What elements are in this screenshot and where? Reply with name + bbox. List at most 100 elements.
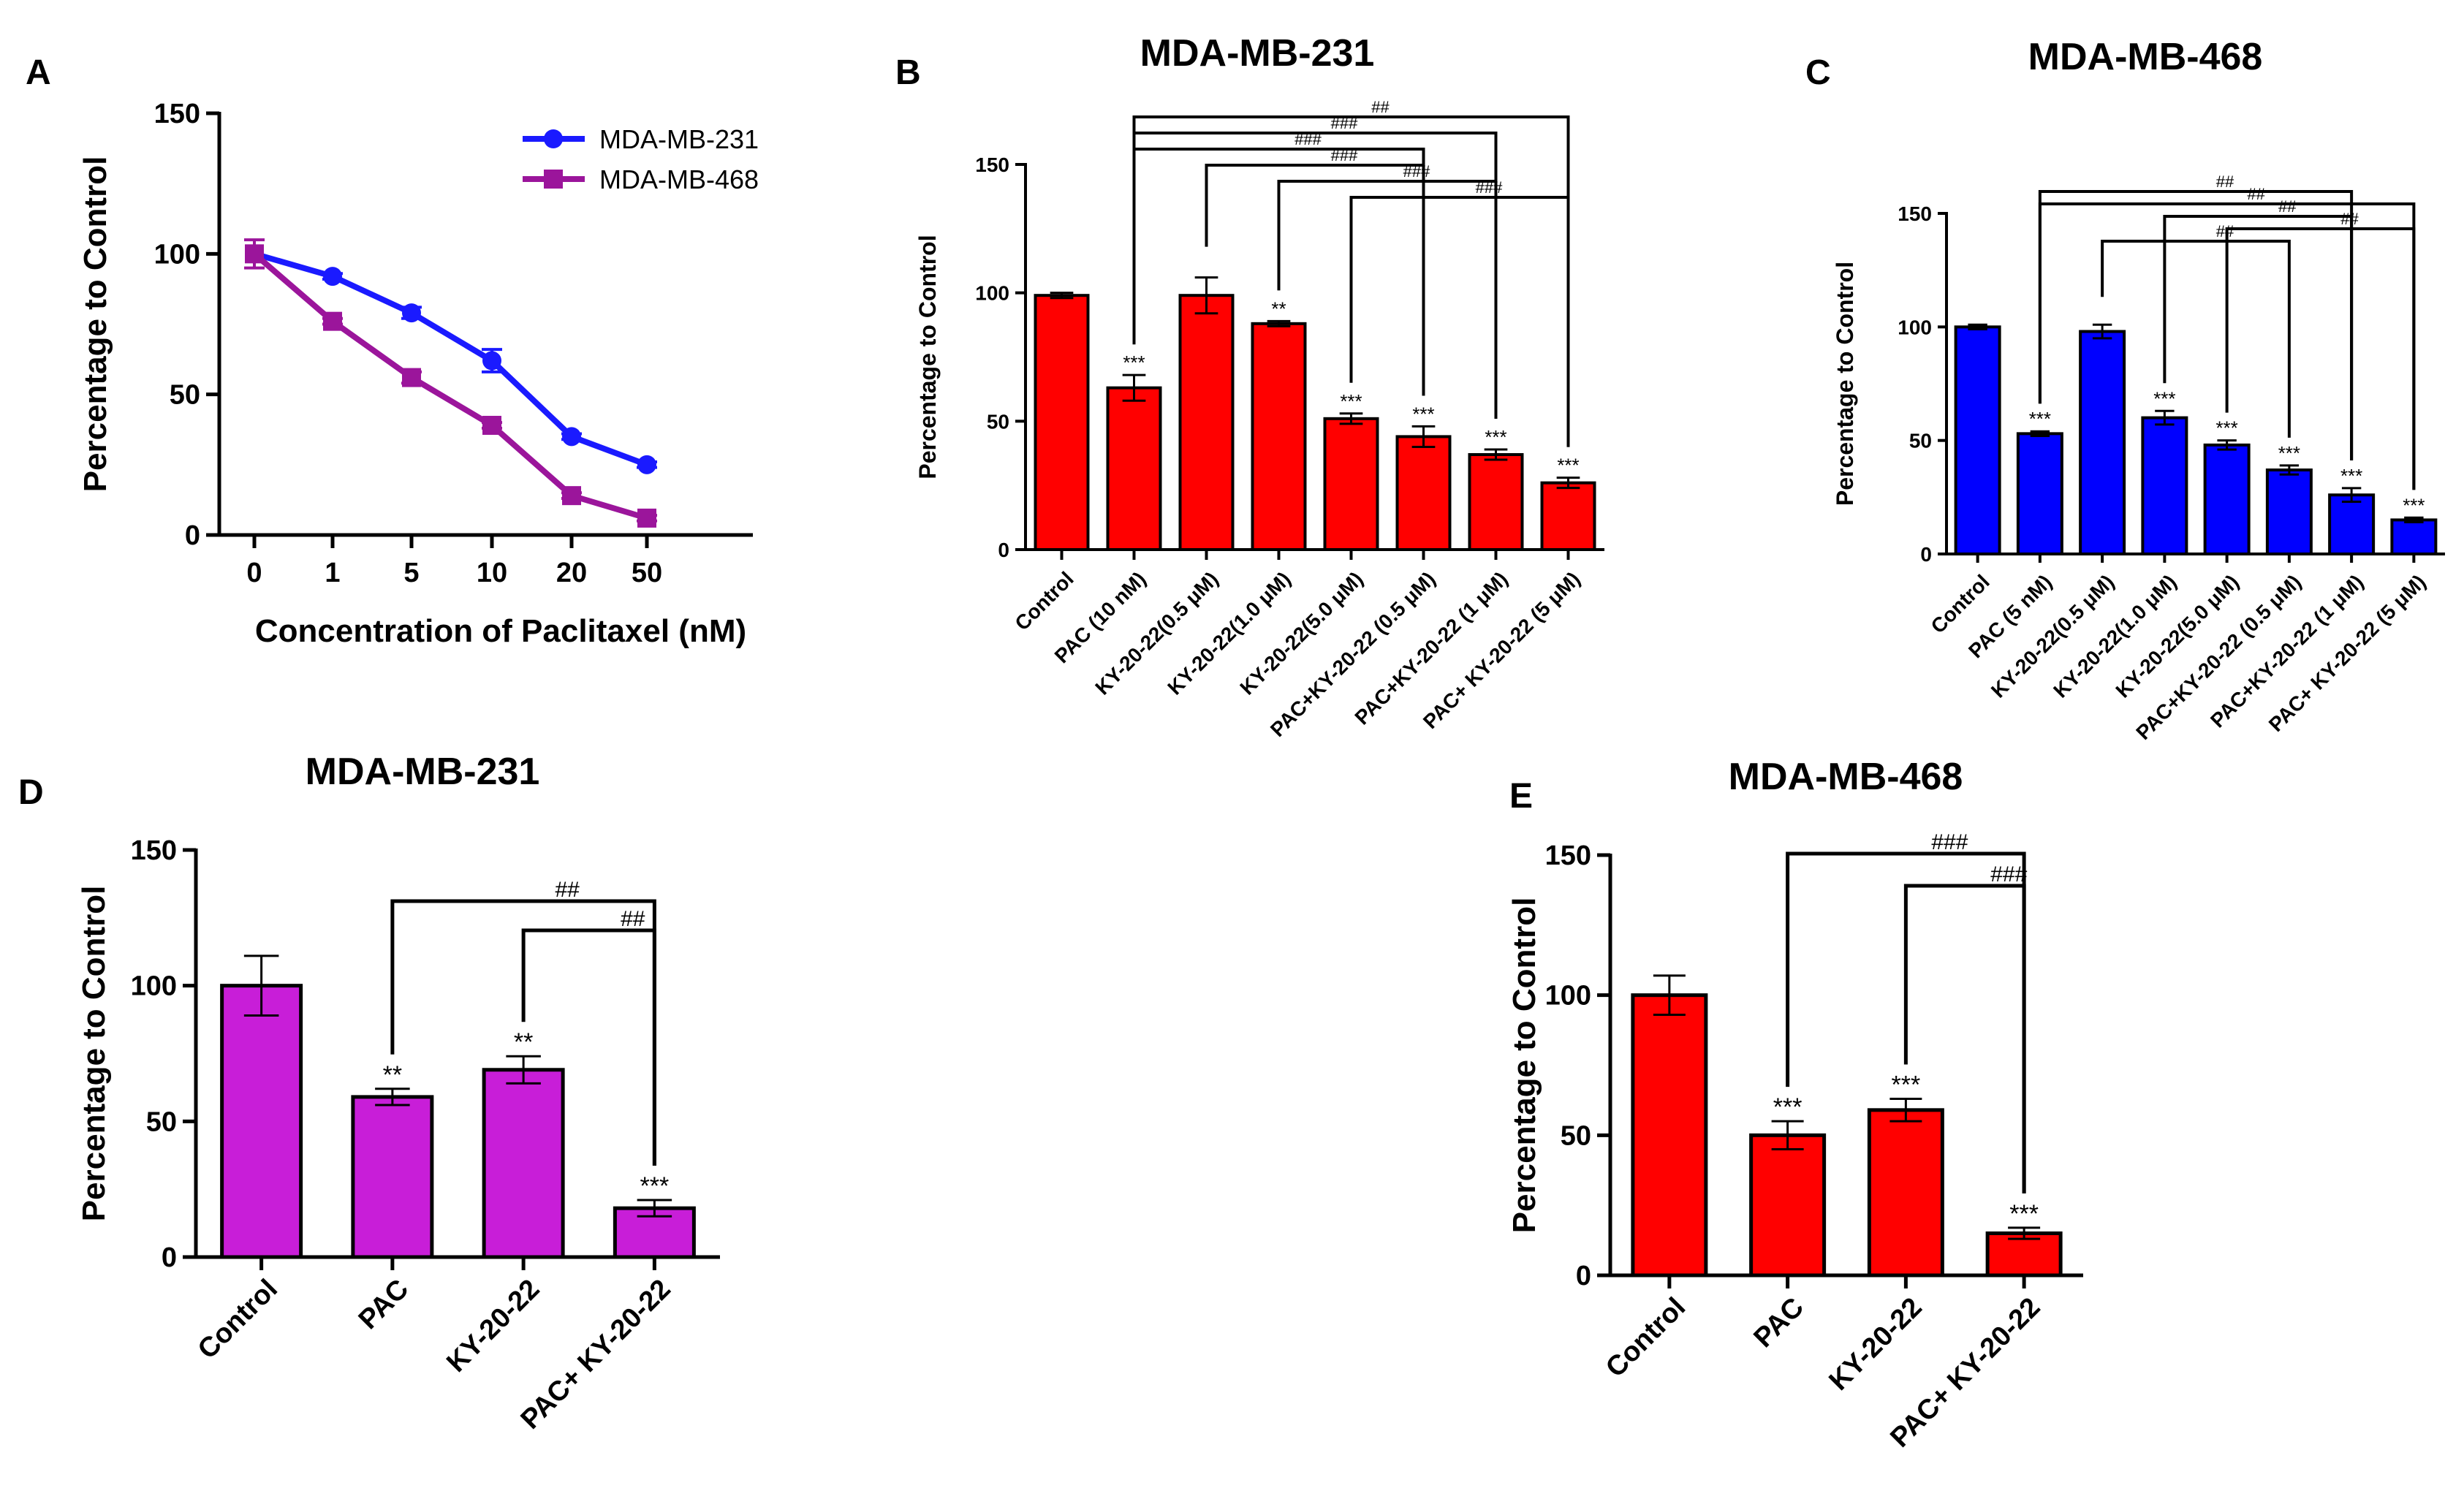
panel-c-significance-label: ***: [2029, 408, 2051, 430]
panel-e-bracket-label: ###: [1931, 830, 1968, 854]
panel-d-bar: [220, 984, 303, 1259]
panel-c-y-tick-label: 100: [1898, 316, 1932, 338]
panel-b-bar: [1178, 294, 1235, 551]
panel-c-bar: [2079, 330, 2126, 555]
panel-a-y-axis-label: Percentage to Control: [77, 156, 113, 493]
panel-b-significance-label: ***: [1412, 403, 1434, 425]
panel-e-bracket-label: ###: [1990, 862, 2027, 887]
panel-e-category-label: KY-20-22: [1824, 1292, 1928, 1397]
panel-c-bracket-label: ##: [2278, 197, 2297, 216]
panel-b-category-label: KY-20-22(1.0 μM): [1163, 567, 1294, 699]
panel-d-bar: [351, 1095, 434, 1259]
panel-e-significance-label: ***: [2009, 1200, 2039, 1228]
panel-a-point: [482, 351, 501, 371]
panel-c-bar: [2265, 468, 2313, 556]
panel-c-y-axis-label: Percentage to Control: [1832, 262, 1858, 506]
panel-b-y-tick-label: 0: [998, 539, 1009, 561]
panel-d-y-tick-label: 50: [146, 1106, 177, 1137]
panel-b-bar: [1106, 386, 1162, 551]
panel-d-y-axis-label: Percentage to Control: [76, 886, 112, 1222]
panel-a-letter: A: [26, 53, 51, 92]
panel-e-title: MDA-MB-468: [1729, 756, 1963, 798]
panel-a-point: [562, 427, 581, 447]
panel-c-significance-label: ***: [2278, 442, 2300, 464]
panel-a-x-tick-label: 20: [556, 558, 587, 588]
panel-c-letter: C: [1805, 53, 1831, 92]
panel-c-bracket-label: ##: [2216, 222, 2234, 240]
panel-c-bracket-label: ##: [2340, 210, 2359, 228]
panel-a-x-axis-label: Concentration of Paclitaxel (nM): [255, 613, 746, 649]
panel-b-bar: [1251, 322, 1307, 551]
panel-a-x-tick-label: 5: [403, 558, 419, 588]
panel-e-bracket: [1903, 884, 2026, 1193]
panel-c-y-tick-label: 50: [1909, 430, 1932, 452]
panel-a-x-tick-label: 10: [477, 558, 507, 588]
panel-d-significance-label: **: [383, 1061, 402, 1089]
panel-b-significance-label: ***: [1340, 390, 1362, 412]
panel-d-category-label: Control: [192, 1274, 284, 1365]
panel-b-letter: B: [895, 53, 921, 92]
panel-d-bar: [482, 1068, 565, 1259]
panel-a-point: [562, 486, 581, 506]
panel-c-bracket-label: ##: [2216, 172, 2234, 191]
panel-a-point: [323, 267, 342, 286]
panel-b-significance-label: ***: [1485, 426, 1506, 448]
panel-c-bracket: [2163, 215, 2354, 460]
panel-e-bar: [1867, 1108, 1944, 1278]
panel-c-y-tick-label: 150: [1898, 202, 1932, 225]
panel-d-bracket-label: ##: [555, 878, 580, 902]
panel-d-title: MDA-MB-231: [306, 751, 540, 793]
panel-e-letter: E: [1509, 777, 1533, 816]
panel-a-point: [402, 303, 421, 323]
panel-b-y-axis-label: Percentage to Control: [914, 235, 941, 479]
panel-b-bracket-label: ###: [1331, 146, 1358, 164]
panel-d-y-tick-label: 100: [131, 971, 177, 1002]
panel-e-category-label: Control: [1600, 1292, 1691, 1383]
panel-e-significance-label: ***: [1773, 1093, 1802, 1121]
panel-b-bracket: [1205, 164, 1425, 396]
panel-a-point: [482, 415, 501, 435]
panel-b-significance-label: **: [1271, 297, 1286, 319]
panel-b-title: MDA-MB-231: [1140, 32, 1375, 75]
panel-e-y-tick-label: 150: [1545, 840, 1591, 871]
panel-c-bar: [2203, 443, 2251, 555]
panel-c-bracket: [2101, 240, 2291, 438]
panel-c-bracket: [2225, 227, 2416, 490]
panel-b-bar: [1034, 294, 1090, 551]
panel-c-y-tick-label: 0: [1920, 543, 1932, 566]
panel-e-y-tick-label: 0: [1576, 1261, 1591, 1291]
panel-b-bar: [1540, 481, 1596, 551]
panel-a-point: [245, 244, 264, 264]
panel-c-significance-label: ***: [2340, 465, 2362, 487]
panel-d-bracket: [521, 928, 656, 1166]
panel-e-y-tick-label: 50: [1561, 1120, 1591, 1151]
panel-b-bar: [1323, 417, 1379, 551]
panel-b-category-label: Control: [1010, 567, 1077, 634]
panel-a-x-tick-label: 0: [246, 558, 262, 588]
panel-c-title: MDA-MB-468: [2028, 36, 2263, 78]
panel-a-point: [402, 368, 421, 387]
panel-d-y-tick-label: 0: [162, 1242, 177, 1273]
panel-e-y-tick-label: 100: [1545, 981, 1591, 1011]
panel-b-significance-label: ***: [1557, 455, 1579, 477]
panel-c-significance-label: ***: [2215, 417, 2237, 439]
panel-c-bar: [2390, 518, 2438, 556]
panel-b-bracket-label: ###: [1294, 130, 1322, 148]
panel-b-bar: [1395, 435, 1452, 551]
panel-b-bracket-label: ###: [1476, 178, 1503, 197]
panel-c-bar: [2016, 432, 2063, 556]
panel-b-bracket-label: ###: [1331, 114, 1358, 132]
panel-c-bracket-label: ##: [2247, 185, 2265, 203]
panel-b-bracket: [1349, 196, 1570, 447]
panel-b-bar: [1468, 453, 1524, 551]
panel-b-category-label: KY-20-22(5.0 μM): [1235, 567, 1367, 699]
panel-e-y-axis-label: Percentage to Control: [1506, 897, 1542, 1234]
panel-b-bracket-label: ###: [1403, 162, 1430, 181]
panel-b-y-tick-label: 150: [975, 153, 1009, 176]
panel-d-y-tick-label: 150: [131, 835, 177, 866]
panel-a-y-tick-label: 150: [154, 99, 200, 129]
panel-d-category-label: KY-20-22: [441, 1274, 545, 1378]
panel-a-point: [323, 311, 342, 331]
panel-e-bar: [1631, 993, 1708, 1278]
